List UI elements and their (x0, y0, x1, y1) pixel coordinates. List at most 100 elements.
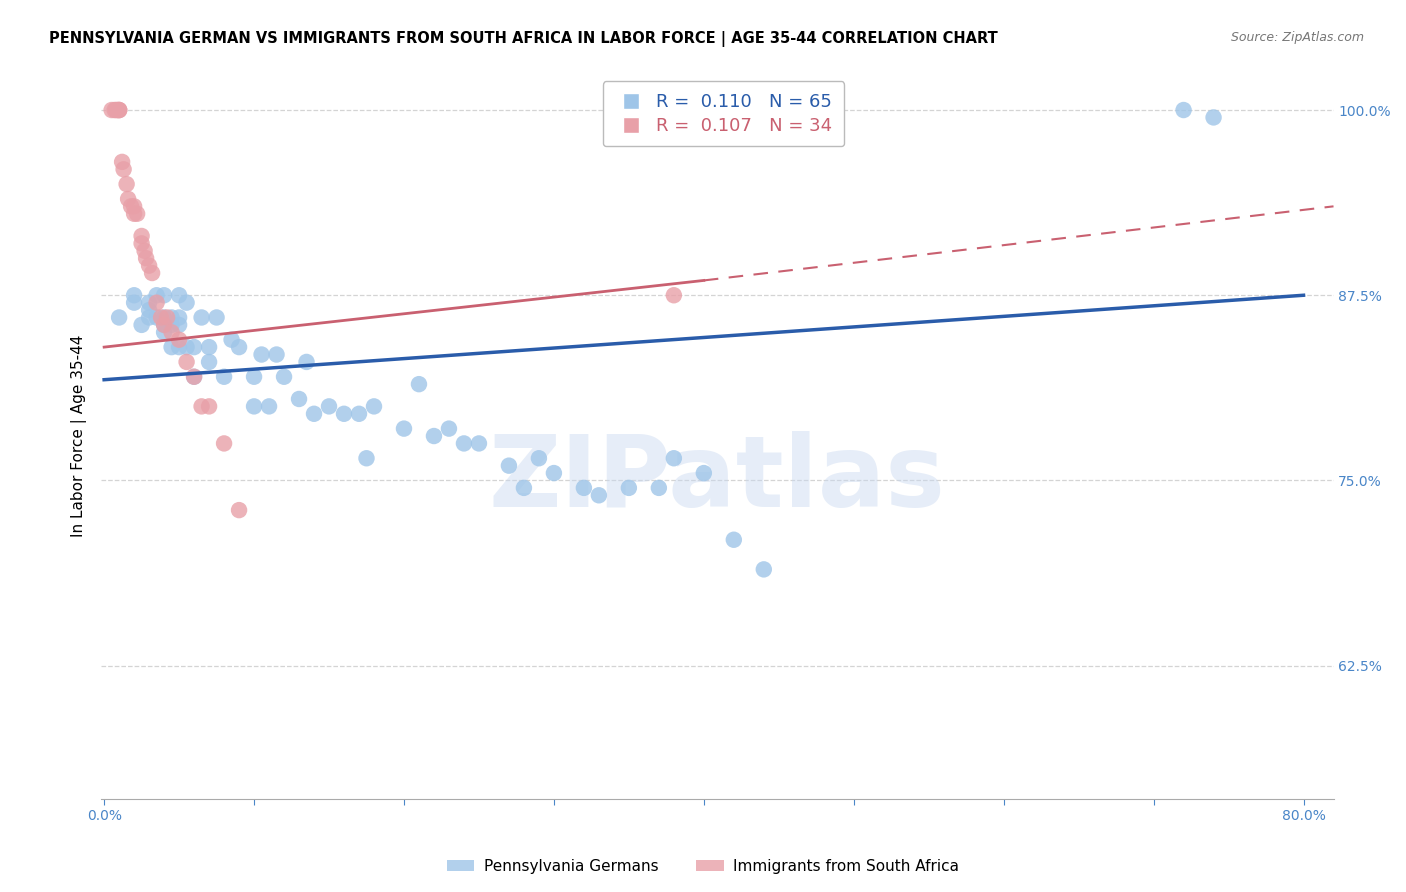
Point (138, 310, 160, 325)
Point (112, 162, 135, 177)
Point (662, 451, 685, 466)
Point (243, 369, 266, 384)
Point (145, 310, 167, 325)
Point (228, 340, 250, 354)
Point (108, 103, 131, 117)
Point (212, 369, 235, 384)
Point (131, 229, 153, 244)
Point (138, 303, 160, 318)
Point (122, 295, 145, 310)
Point (156, 310, 179, 325)
Point (183, 369, 205, 384)
Point (150, 310, 173, 325)
Point (141, 266, 163, 280)
Point (221, 333, 243, 347)
Point (160, 318, 183, 332)
Point (104, 103, 127, 117)
Point (138, 295, 160, 310)
Point (1173, 103, 1195, 117)
Point (1202, 111, 1225, 125)
Point (176, 295, 198, 310)
Point (108, 310, 131, 325)
Point (153, 326, 176, 340)
Y-axis label: In Labor Force | Age 35-44: In Labor Force | Age 35-44 (72, 334, 87, 537)
Point (453, 436, 475, 450)
Point (243, 400, 266, 414)
Point (588, 488, 610, 502)
Point (250, 347, 273, 361)
Point (190, 310, 212, 325)
Point (498, 458, 520, 473)
Text: ZIPatlas: ZIPatlas (489, 431, 946, 528)
Point (347, 407, 370, 421)
Point (302, 407, 325, 421)
Point (134, 244, 156, 258)
Point (617, 481, 640, 495)
Point (105, 103, 128, 117)
Point (190, 400, 212, 414)
Point (145, 295, 167, 310)
Point (135, 251, 157, 265)
Point (167, 288, 190, 302)
Legend: Pennsylvania Germans, Immigrants from South Africa: Pennsylvania Germans, Immigrants from So… (441, 853, 965, 880)
Point (212, 436, 235, 450)
Point (333, 407, 356, 421)
Point (127, 207, 149, 221)
Point (176, 355, 198, 369)
Point (138, 259, 160, 273)
Point (153, 318, 176, 332)
Point (145, 288, 167, 302)
Point (160, 310, 183, 325)
Point (408, 377, 430, 392)
Point (198, 340, 221, 354)
Point (153, 288, 176, 302)
Point (120, 199, 142, 213)
Point (167, 340, 190, 354)
Point (176, 340, 198, 354)
Point (167, 318, 190, 332)
Point (117, 192, 139, 206)
Point (205, 310, 228, 325)
Point (723, 533, 745, 547)
Point (423, 429, 446, 443)
Text: PENNSYLVANIA GERMAN VS IMMIGRANTS FROM SOUTH AFRICA IN LABOR FORCE | AGE 35-44 C: PENNSYLVANIA GERMAN VS IMMIGRANTS FROM S… (49, 31, 998, 47)
Point (131, 318, 153, 332)
Point (122, 199, 145, 213)
Point (543, 466, 565, 480)
Point (295, 355, 318, 369)
Text: Source: ZipAtlas.com: Source: ZipAtlas.com (1230, 31, 1364, 45)
Point (648, 481, 671, 495)
Point (527, 451, 550, 466)
Point (167, 333, 190, 347)
Point (662, 288, 685, 302)
Point (131, 236, 153, 251)
Point (198, 400, 221, 414)
Point (153, 318, 176, 332)
Point (115, 177, 138, 191)
Point (752, 562, 775, 576)
Point (167, 310, 190, 325)
Point (228, 503, 250, 517)
Point (572, 481, 595, 495)
Point (122, 207, 145, 221)
Point (108, 103, 131, 117)
Point (153, 310, 176, 325)
Point (160, 340, 183, 354)
Point (160, 326, 183, 340)
Point (693, 466, 716, 480)
Point (183, 369, 205, 384)
Point (468, 436, 491, 450)
Point (183, 340, 205, 354)
Point (111, 154, 134, 169)
Point (363, 400, 385, 414)
Point (318, 400, 340, 414)
Legend: R =  0.110   N = 65, R =  0.107   N = 34: R = 0.110 N = 65, R = 0.107 N = 34 (603, 81, 844, 146)
Point (437, 422, 460, 436)
Point (107, 103, 129, 117)
Point (273, 369, 295, 384)
Point (108, 103, 131, 117)
Point (122, 288, 145, 302)
Point (100, 103, 122, 117)
Point (266, 347, 288, 361)
Point (198, 355, 221, 369)
